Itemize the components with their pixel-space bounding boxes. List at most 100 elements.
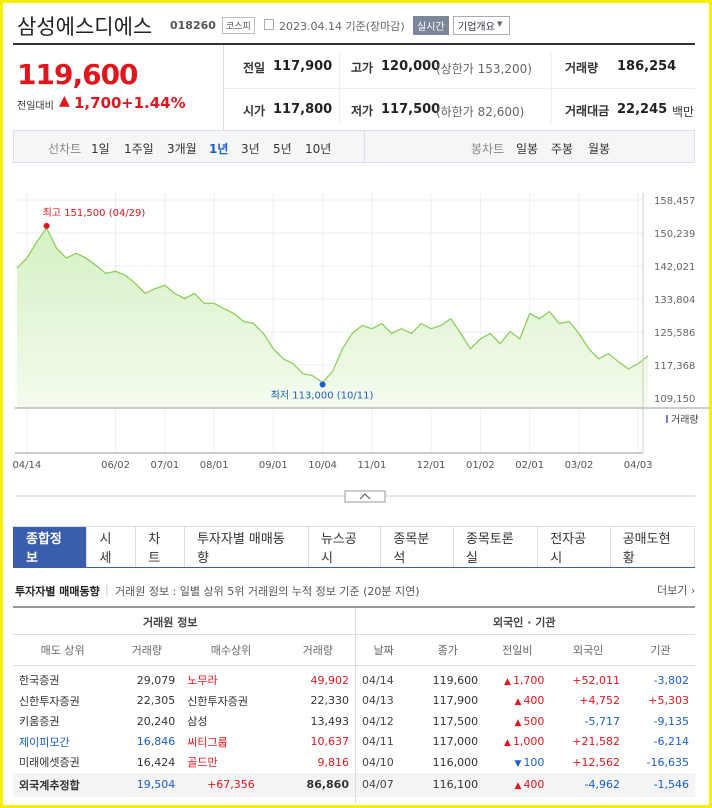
cell-text: 117,900 xyxy=(432,694,479,708)
more-text[interactable]: 더보기 xyxy=(657,584,688,597)
cell: 16,846 xyxy=(136,735,176,749)
cell-text: ▲ xyxy=(514,697,522,708)
calendar-icon xyxy=(264,19,274,30)
nav-tab[interactable]: 전자공시 xyxy=(538,527,611,567)
cell-text: +4,752 xyxy=(579,694,621,708)
candle-tab[interactable]: 월봉 xyxy=(588,142,611,156)
cell: ▲ 1,000 xyxy=(484,732,550,753)
realtime-button[interactable]: 실시간 xyxy=(413,16,449,35)
section-sep: | xyxy=(105,583,109,596)
cell: ▼ 100 xyxy=(484,752,550,773)
cell-text: 04/13 xyxy=(362,694,394,708)
y-tick-label: 109,150 xyxy=(654,394,695,405)
cell-text: ▲ xyxy=(504,676,511,687)
nav-tab[interactable]: 시세 xyxy=(87,527,137,567)
cell-text: 119,600 xyxy=(432,673,479,687)
chart-tab-bar xyxy=(13,130,695,163)
more-link[interactable]: 더보기 › xyxy=(657,584,696,597)
cell-text: -4,962 xyxy=(584,778,621,791)
investor-title: 외국인 · 기관 xyxy=(493,616,556,629)
nav-tab[interactable]: 종목토론실 xyxy=(454,527,539,567)
current-price: 119,600 xyxy=(17,58,139,91)
cell: 신한투자증권 xyxy=(19,694,80,708)
investor-table: 날짜 종가 전일비 외국인 기관 04/14 119,600 ▲ 1,700 +52,011 -3… xyxy=(356,635,695,797)
cell: 13,493 xyxy=(310,714,350,728)
company-dropdown[interactable]: 기업개요 xyxy=(453,16,510,35)
cell: +67,356 xyxy=(181,772,281,797)
quote-label: 시가 xyxy=(243,104,266,118)
cell: 키움증권 xyxy=(19,715,60,729)
volume-legend-icon xyxy=(666,415,668,423)
cell: -9,135 xyxy=(626,711,695,732)
cell: ▲ 400 xyxy=(484,772,551,797)
x-tick-label: 06/02 xyxy=(101,460,130,471)
quote-value: 186,254 xyxy=(617,59,677,74)
nav-tab[interactable]: 뉴스공시 xyxy=(309,527,382,567)
cell: 29,079 xyxy=(136,673,176,687)
cell: +12,562 xyxy=(550,752,626,773)
nav-tab[interactable]: 종목분석 xyxy=(381,527,454,567)
nav-tab[interactable]: 차트 xyxy=(136,527,185,567)
cell-text: 04/10 xyxy=(362,755,394,769)
candle-tab[interactable]: 일봉 xyxy=(516,142,539,156)
broker-title: 거래원 정보 xyxy=(143,616,198,629)
dropdown-caret: ▼ xyxy=(497,20,503,28)
quote-value: 117,900 xyxy=(273,59,333,74)
x-tick-label: 11/01 xyxy=(358,460,387,471)
cell: 04/07 xyxy=(356,772,412,797)
table-divider xyxy=(355,608,356,803)
quote-label: 전일 xyxy=(243,61,266,75)
market-badge: 코스피 xyxy=(222,17,255,34)
y-tick-label: 158,457 xyxy=(654,196,695,207)
price-area xyxy=(17,227,648,408)
cell-text: 1,700 xyxy=(512,673,545,687)
company-name: 삼성에스디에스 xyxy=(17,15,153,39)
period-tab[interactable]: 3년 xyxy=(241,142,260,156)
cell-text: 04/07 xyxy=(362,778,394,791)
cell: 미래에셋증권 xyxy=(19,756,80,770)
nav-tab[interactable]: 투자자별 매매동향 xyxy=(185,527,309,567)
cell: 골드만 xyxy=(187,756,218,770)
main-nav: 종합정보 시세 차트 투자자별 매매동향 뉴스공시 종목분석 종목토론실 전자공시 공매도현황 xyxy=(13,526,696,568)
period-tab[interactable]: 1일 xyxy=(91,142,110,156)
scroll-handle xyxy=(344,490,386,503)
x-tick-label: 09/01 xyxy=(259,460,288,471)
th: 거래량 xyxy=(302,643,333,657)
cell: 49,902 xyxy=(310,673,350,687)
cell-text: -1,546 xyxy=(653,778,689,791)
x-tick-label: 02/01 xyxy=(515,460,544,471)
candle-tab[interactable]: 주봉 xyxy=(551,142,574,156)
nav-tab[interactable]: 종합정보 xyxy=(13,527,88,567)
cell: 10,637 xyxy=(310,735,350,749)
period-tab[interactable]: 5년 xyxy=(273,142,292,156)
table-rule xyxy=(13,665,695,666)
cell: 117,500 xyxy=(411,711,484,732)
quote-label: 거래량 xyxy=(565,61,599,75)
cell: 제이피모간 xyxy=(19,735,70,749)
cell: +21,582 xyxy=(550,732,626,753)
low-marker xyxy=(319,381,326,388)
period-tab[interactable]: 3개월 xyxy=(167,142,197,156)
quote-note: (상한가 153,200) xyxy=(436,62,532,76)
th: 거래량 xyxy=(131,643,162,657)
cell-text: 116,000 xyxy=(432,755,479,769)
th: 매도 상위 xyxy=(40,643,85,657)
cell-text: 500 xyxy=(523,714,545,728)
period-tab[interactable]: 10년 xyxy=(305,142,332,156)
cell: 20,240 xyxy=(136,714,176,728)
change-rate: +1.44% xyxy=(121,94,186,112)
cell-text: 100 xyxy=(523,755,545,769)
cell: 16,424 xyxy=(136,755,176,769)
th: 전일비 xyxy=(502,643,533,657)
x-tick-label: 04/14 xyxy=(12,460,41,471)
period-tab[interactable]: 1주일 xyxy=(124,142,154,156)
price-chart: 109,150 117,368 125,586 133,804 142,021 150,2… xyxy=(12,193,709,503)
cell-text: 117,500 xyxy=(432,714,479,728)
cell-text: ▼ xyxy=(514,758,522,769)
quote-label: 저가 xyxy=(351,104,374,118)
period-tab[interactable]: 1년 xyxy=(209,142,229,156)
nav-tab[interactable]: 공매도현황 xyxy=(611,527,696,567)
quote-date: 2023.04.14 기준(장마감) xyxy=(279,20,405,33)
y-tick-label: 117,368 xyxy=(654,361,695,372)
cell: 86,860 xyxy=(280,772,355,797)
